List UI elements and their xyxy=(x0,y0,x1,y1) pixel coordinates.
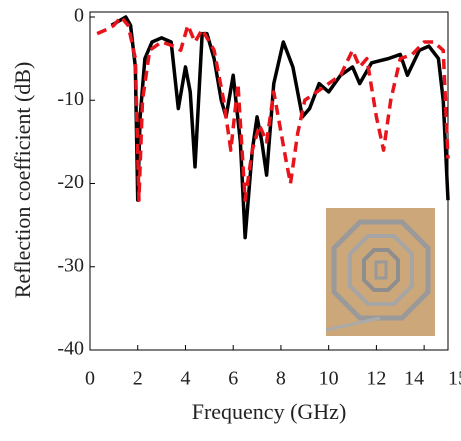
x-tick-label: 15 xyxy=(448,368,461,390)
x-tick-label: 12 xyxy=(366,368,386,390)
x-tick-label: 4 xyxy=(180,368,190,390)
y-tick-label: -30 xyxy=(57,254,84,276)
x-tick-label: 14 xyxy=(404,368,424,390)
x-tick-label: 8 xyxy=(276,368,286,390)
x-tick-label: 10 xyxy=(319,368,339,390)
y-tick-label: -40 xyxy=(57,338,84,360)
inset-photo xyxy=(325,208,435,336)
x-tick-label: 2 xyxy=(133,368,143,390)
series-line xyxy=(96,15,450,202)
y-tick-label: 0 xyxy=(74,5,84,27)
y-tick-label: -20 xyxy=(57,171,84,193)
series-line xyxy=(110,15,450,240)
x-tick-label: 0 xyxy=(85,368,95,390)
y-tick-label: -10 xyxy=(57,88,84,110)
x-axis-label: Frequency (GHz) xyxy=(192,399,347,424)
x-tick-label: 6 xyxy=(228,368,238,390)
y-axis-label: Reflection coefficient (dB) xyxy=(10,62,35,299)
